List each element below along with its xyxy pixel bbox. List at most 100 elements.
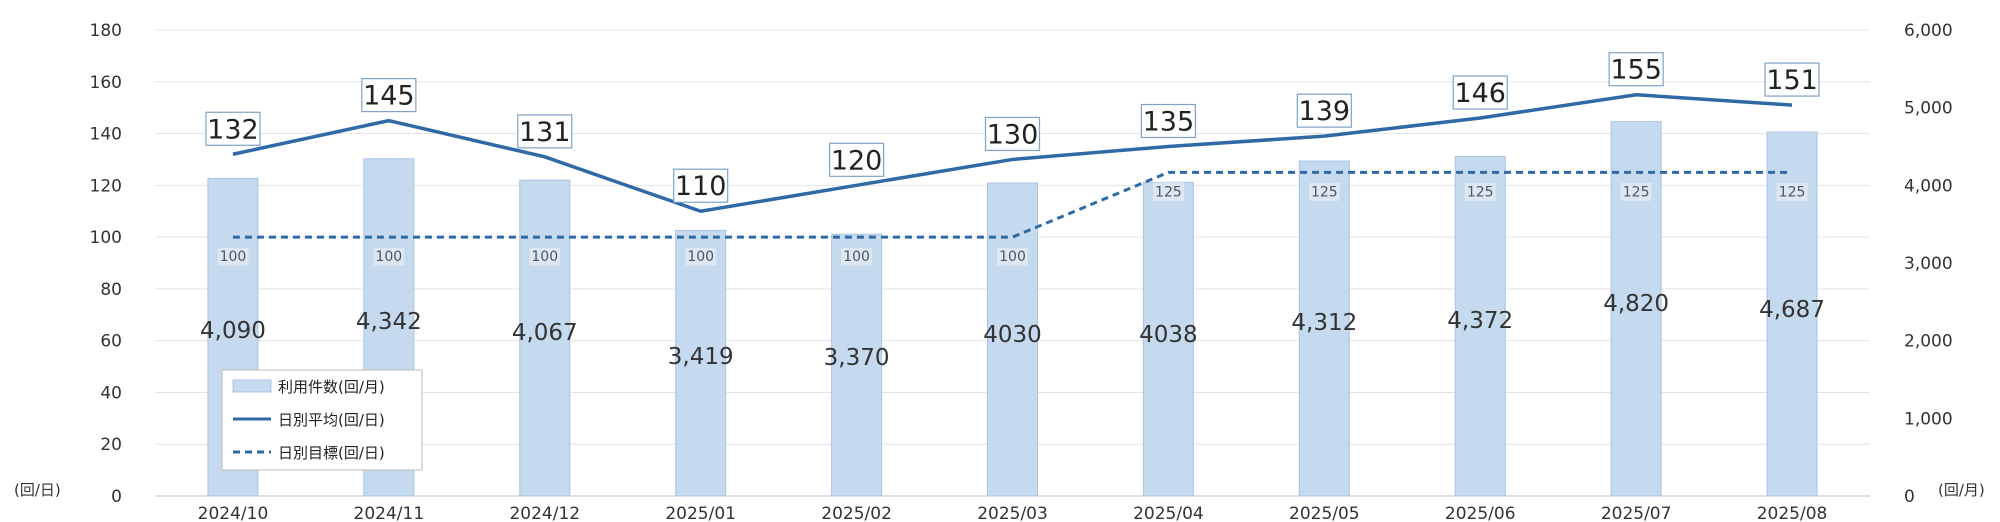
x-tick-label: 2025/02 (821, 504, 892, 522)
target-line (232, 170, 1793, 239)
average-value-label: 131 (519, 117, 571, 148)
right-tick-label: 0 (1904, 487, 1915, 507)
average-label-box (1452, 75, 1508, 110)
target-label-box (1775, 181, 1809, 202)
usage-value-label: 4030 (983, 322, 1042, 348)
average-label-box (1608, 52, 1664, 87)
left-tick-label: 120 (90, 176, 122, 196)
usage-value-label: 3,370 (824, 345, 890, 371)
average-line (232, 92, 1793, 214)
average-label-box (984, 116, 1041, 152)
x-tick-label: 2024/10 (198, 504, 269, 522)
usage-value-label: 4,090 (200, 318, 266, 344)
target-label-box (1307, 181, 1341, 202)
usage-value-label: 4,372 (1447, 308, 1513, 334)
left-tick-label: 140 (90, 125, 122, 145)
usage-value-label: 4,687 (1759, 297, 1825, 323)
usage-value-label: 4038 (1139, 322, 1198, 348)
usage-bar (831, 233, 883, 497)
x-tick-label: 2025/04 (1133, 504, 1204, 522)
usage-value-label: 3,419 (668, 344, 734, 370)
target-label-box (1619, 181, 1653, 202)
target-value-label: 100 (687, 249, 714, 265)
x-tick-label: 2025/07 (1601, 504, 1672, 522)
usage-bar (1454, 155, 1506, 497)
average-label-box (361, 78, 417, 113)
average-value-label: 145 (363, 81, 415, 112)
legend: 利用件数(回/月) 日別平均(回/日) 日別目標(回/日) (221, 369, 423, 471)
average-value-label: 130 (987, 119, 1039, 150)
usage-bar (519, 179, 571, 497)
target-label-box (372, 246, 406, 267)
average-label-box (1140, 103, 1197, 139)
average-value-label: 139 (1299, 96, 1351, 127)
target-label-box (996, 246, 1029, 267)
right-tick-label: 1,000 (1904, 409, 1953, 429)
right-tick-label: 6,000 (1904, 21, 1953, 41)
target-value-label: 125 (1623, 184, 1650, 200)
usage-value-label: 4,342 (356, 309, 422, 335)
right-tick-label: 2,000 (1904, 332, 1953, 352)
target-value-label: 125 (1311, 184, 1338, 200)
target-label-box (840, 246, 874, 267)
usage-value-label: 4,067 (512, 320, 578, 346)
right-tick-label: 3,000 (1904, 254, 1953, 274)
average-label-box (205, 111, 261, 146)
average-line-series: 132 145 131 110 120 130 135 139 146 155 151 (205, 52, 1820, 214)
usage-bar (1298, 160, 1350, 497)
target-value-label: 100 (843, 249, 870, 265)
left-tick-label: 100 (90, 228, 122, 248)
target-label-box (216, 246, 250, 267)
usage-bar (987, 182, 1038, 497)
average-value-label: 135 (1143, 107, 1195, 138)
x-tick-label: 2025/08 (1757, 504, 1828, 522)
legend-bar-swatch (232, 379, 272, 393)
average-value-label: 110 (675, 171, 727, 202)
average-value-label: 132 (207, 114, 259, 145)
average-label-box (1764, 62, 1820, 97)
legend-label-target: 日別目標(回/日) (278, 444, 385, 462)
x-tick-label: 2025/05 (1289, 504, 1360, 522)
legend-label-average: 日別平均(回/日) (278, 411, 385, 429)
average-value-label: 146 (1454, 78, 1506, 109)
x-tick-label: 2024/11 (354, 504, 425, 522)
target-value-label: 125 (1467, 184, 1494, 200)
target-value-label: 125 (1779, 184, 1806, 200)
average-label-box (517, 114, 573, 149)
x-tick-label: 2024/12 (509, 504, 580, 522)
target-label-box (684, 246, 718, 267)
left-tick-label: 20 (100, 435, 122, 455)
left-axis: 0 20 40 60 80 100 120 140 160 180 (90, 21, 122, 507)
average-label-box (673, 168, 729, 203)
x-axis: 2024/10 2024/11 2024/12 2025/01 2025/02 2025/… (198, 504, 1828, 522)
left-tick-label: 80 (100, 280, 122, 300)
target-label-box (1151, 181, 1185, 202)
usage-value-label: 4,312 (1291, 310, 1357, 336)
left-tick-label: 60 (100, 332, 122, 352)
target-label-box (528, 246, 562, 267)
average-label-box (1296, 93, 1352, 128)
left-tick-label: 160 (90, 73, 122, 93)
bar-series (207, 121, 1818, 497)
x-tick-label: 2025/03 (977, 504, 1048, 522)
usage-value-label: 4,820 (1603, 291, 1669, 317)
legend-label-usage: 利用件数(回/月) (278, 378, 385, 396)
average-value-label: 155 (1610, 55, 1662, 86)
target-value-label: 100 (220, 249, 247, 265)
usage-bar (675, 229, 727, 497)
average-value-label: 151 (1766, 65, 1818, 96)
average-label-box (828, 142, 885, 177)
right-tick-label: 5,000 (1904, 99, 1953, 119)
target-value-label: 100 (531, 249, 558, 265)
x-tick-label: 2025/06 (1445, 504, 1516, 522)
target-value-label: 100 (999, 249, 1026, 265)
average-value-label: 120 (831, 145, 883, 176)
left-tick-label: 0 (111, 487, 122, 507)
target-line-series: 100 100 100 100 100 100 125 125 125 125 125 (216, 170, 1809, 267)
right-axis-unit: (回/月) (1938, 481, 1985, 499)
target-label-box (1463, 181, 1497, 202)
left-axis-unit: (回/日) (14, 481, 61, 499)
target-value-label: 125 (1155, 184, 1182, 200)
left-tick-label: 40 (100, 383, 122, 403)
